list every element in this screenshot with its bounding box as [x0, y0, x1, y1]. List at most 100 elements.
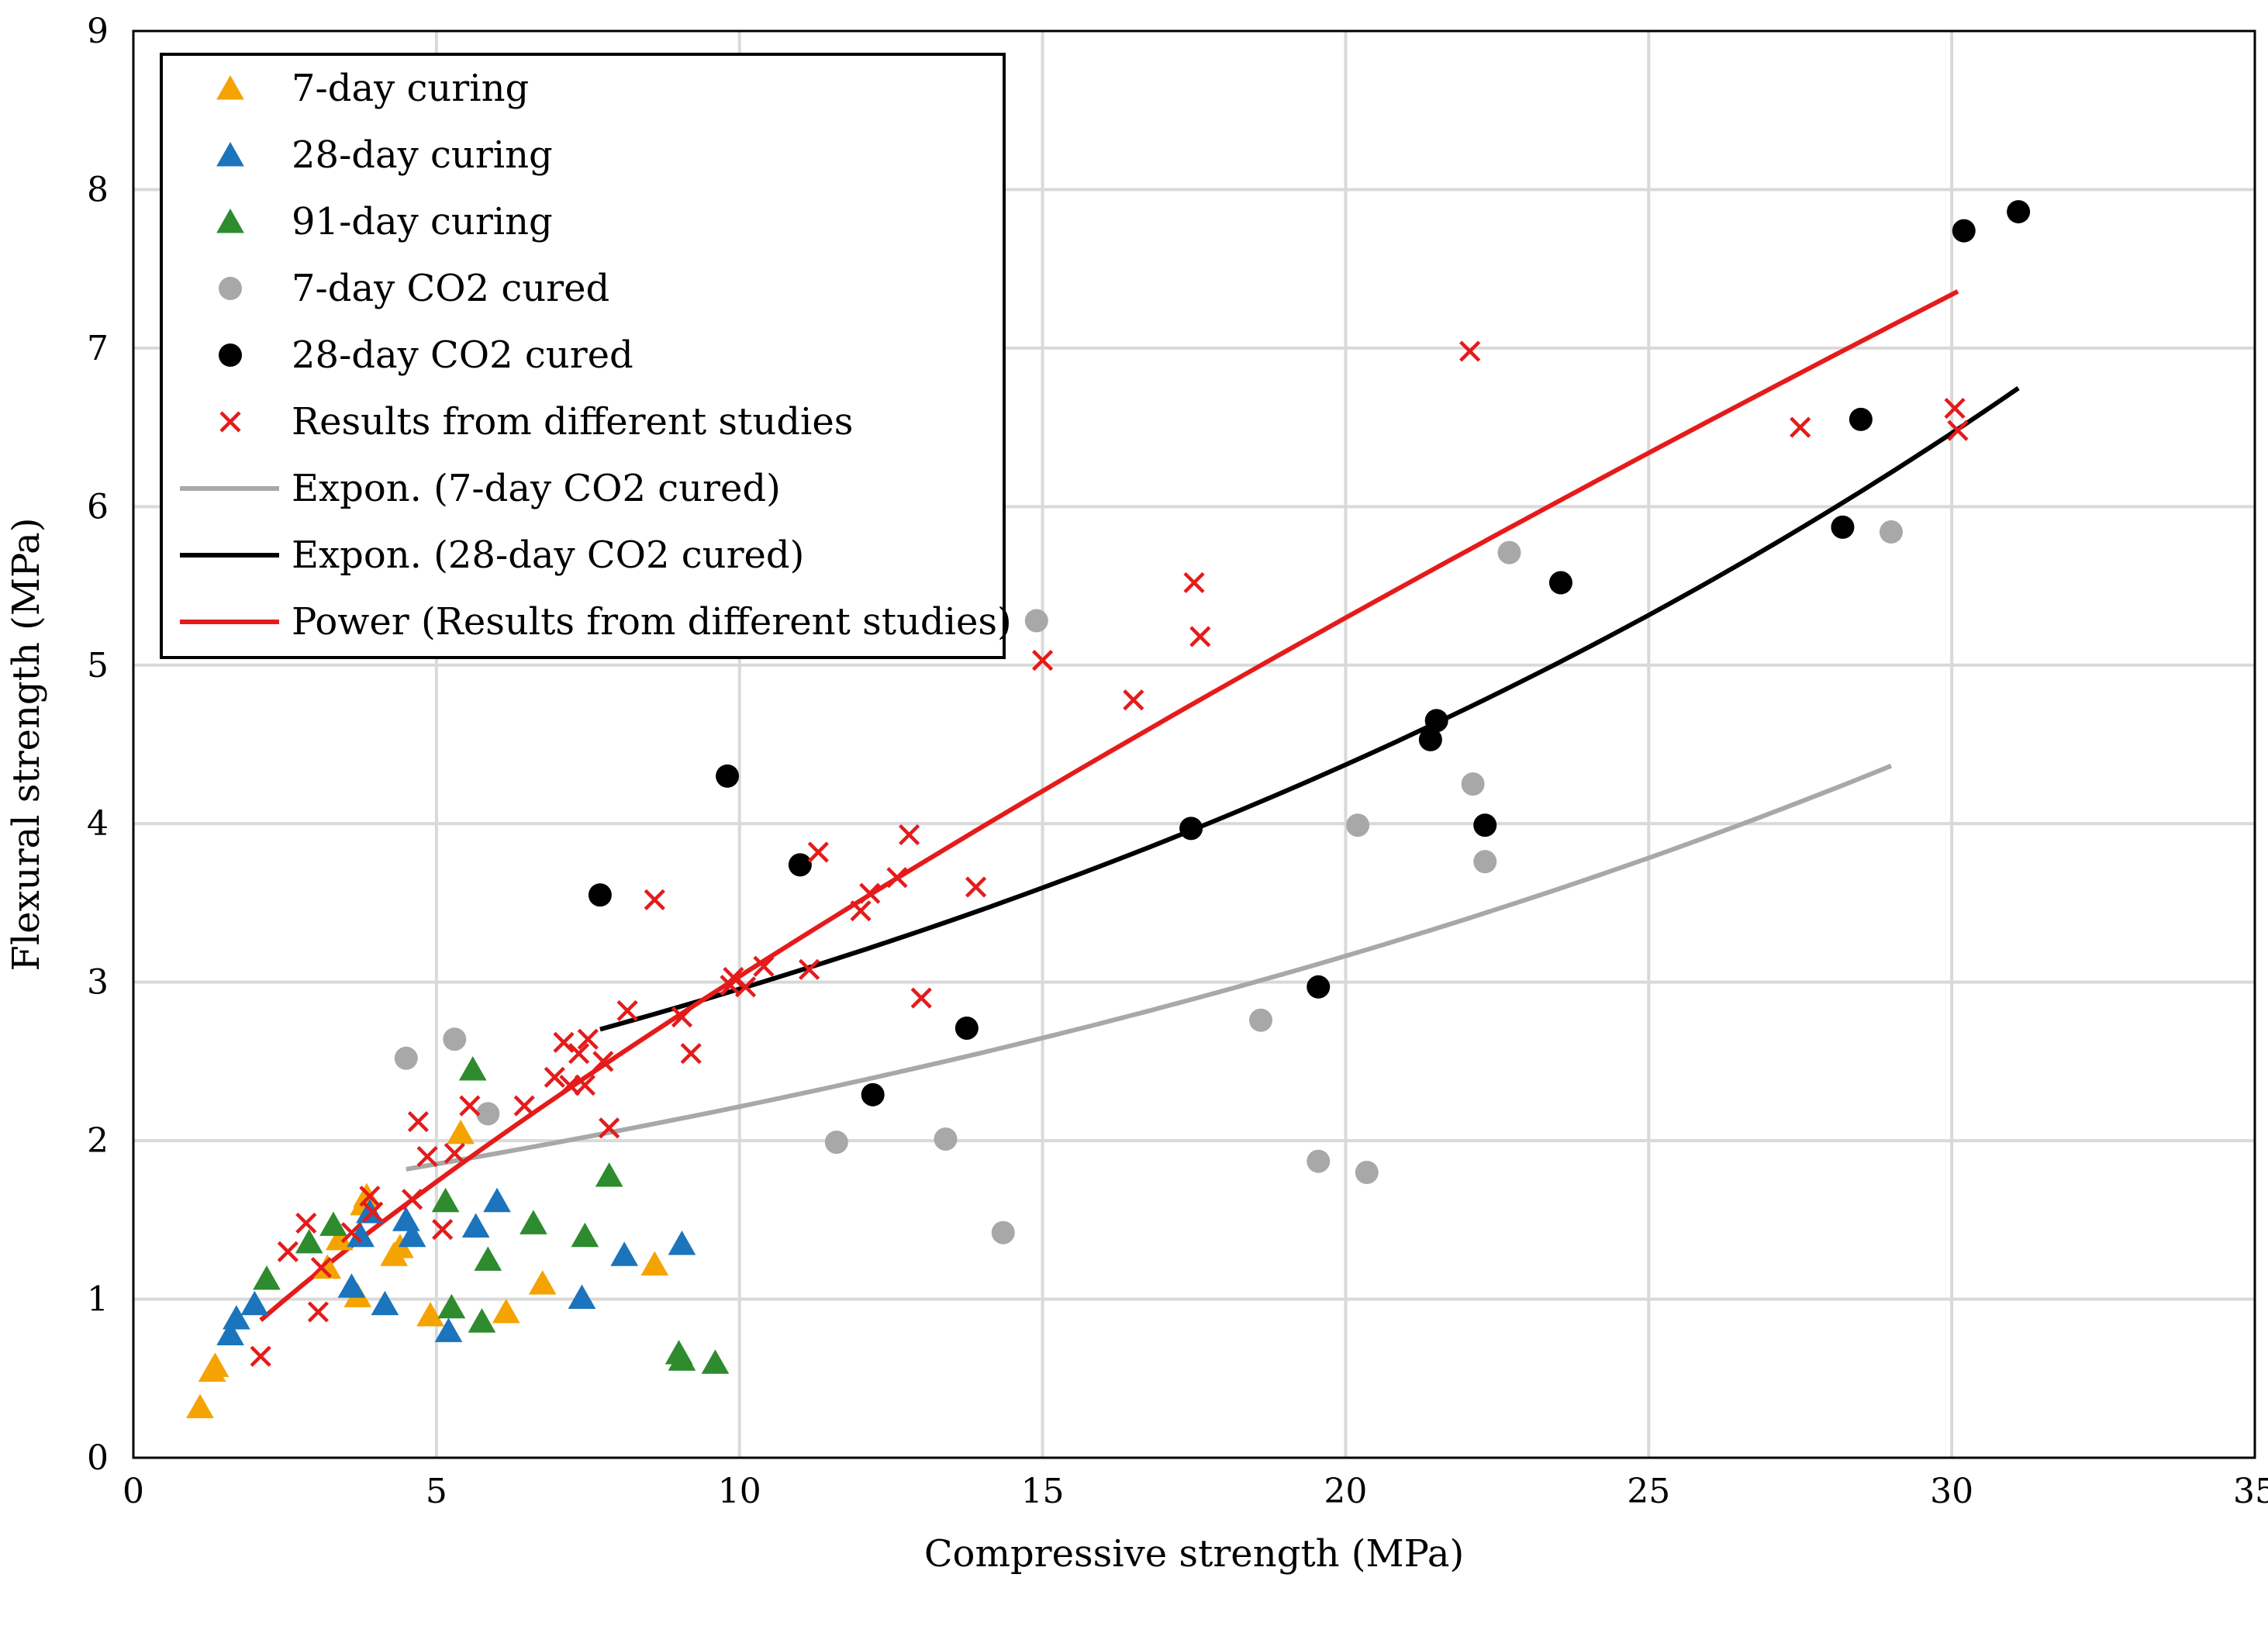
data-point-circle — [1179, 816, 1203, 841]
y-tick-label: 1 — [87, 1280, 109, 1320]
data-point-triangle — [223, 1305, 250, 1330]
data-point-x — [416, 1145, 438, 1168]
data-point-triangle — [568, 1284, 596, 1309]
legend-label: 28-day CO2 cured — [292, 333, 633, 377]
y-tick-label: 7 — [87, 329, 109, 368]
data-point-x — [407, 1110, 429, 1133]
legend-label: Results from different studies — [292, 400, 853, 444]
data-point-circle — [991, 1220, 1015, 1245]
data-point-x — [432, 1219, 454, 1241]
data-point-x — [310, 1257, 332, 1279]
data-point-triangle — [216, 209, 244, 233]
data-point-x — [340, 1222, 363, 1244]
data-point-triangle — [468, 1308, 496, 1333]
data-point-x — [671, 1006, 693, 1028]
data-point-triangle — [371, 1290, 399, 1316]
data-point-x — [362, 1201, 384, 1223]
data-point-triangle — [319, 1211, 347, 1236]
data-point-triangle — [398, 1222, 426, 1248]
data-point-triangle — [492, 1298, 520, 1324]
x-tick-label: 0 — [123, 1472, 144, 1511]
series-group — [250, 340, 1969, 1367]
data-point-x — [965, 876, 987, 898]
data-point-circle — [394, 1046, 418, 1070]
data-point-circle — [861, 1082, 885, 1106]
y-tick-label: 2 — [87, 1121, 109, 1161]
data-point-x — [723, 966, 744, 989]
x-tick-label: 15 — [1021, 1472, 1065, 1511]
data-point-x — [250, 1345, 271, 1367]
data-point-circle — [1879, 520, 1903, 544]
data-point-circle — [1307, 1149, 1331, 1173]
trendline — [259, 289, 1959, 1322]
data-point-x — [1944, 397, 1966, 419]
data-point-x — [553, 1031, 575, 1053]
data-point-triangle — [347, 1222, 375, 1248]
legend-label: Expon. (7-day CO2 cured) — [292, 467, 781, 510]
x-tick-label: 25 — [1627, 1472, 1670, 1511]
legend-label: Power (Results from different studies) — [292, 600, 1012, 644]
x-tick-label: 5 — [426, 1472, 447, 1511]
data-point-triangle — [474, 1246, 502, 1271]
data-markers — [186, 200, 2031, 1419]
series-group — [253, 1056, 730, 1374]
data-point-x — [886, 867, 908, 889]
data-point-x — [444, 1142, 465, 1165]
data-point-x — [753, 955, 775, 977]
data-point-x — [898, 823, 920, 846]
data-point-triangle — [458, 1056, 487, 1081]
x-tick-label: 30 — [1930, 1472, 1973, 1511]
data-point-circle — [1424, 709, 1448, 733]
data-point-x — [568, 1043, 590, 1065]
y-tick-label: 6 — [87, 487, 109, 526]
data-point-circle — [1355, 1161, 1379, 1184]
data-point-triangle — [325, 1225, 354, 1251]
trendline — [599, 386, 2020, 1032]
data-point-triangle — [216, 1320, 244, 1345]
data-point-x — [1790, 416, 1811, 438]
data-point-x — [1031, 650, 1054, 671]
legend-label: 7-day CO2 cured — [292, 267, 609, 310]
data-point-triangle — [483, 1187, 511, 1213]
y-axis-title: Flexural strength (MPa) — [5, 518, 48, 972]
data-point-x — [807, 841, 829, 863]
data-point-x — [401, 1189, 423, 1210]
data-point-x — [599, 1117, 620, 1139]
x-axis-title: Compressive strength (MPa) — [924, 1532, 1464, 1576]
data-point-x — [277, 1241, 299, 1262]
data-point-circle — [1473, 850, 1497, 874]
data-point-triangle — [461, 1213, 490, 1238]
data-point-triangle — [610, 1241, 639, 1266]
y-tick-label: 3 — [87, 963, 109, 1003]
data-point-x — [559, 1074, 581, 1096]
legend-label: 91-day curing — [292, 200, 553, 243]
data-point-triangle — [337, 1273, 366, 1298]
data-point-x — [459, 1095, 481, 1117]
data-point-circle — [1952, 219, 1976, 243]
data-point-x — [359, 1186, 381, 1207]
data-point-triangle — [201, 1352, 230, 1377]
data-point-circle — [476, 1102, 500, 1126]
data-point-x — [295, 1212, 317, 1234]
data-point-x — [734, 976, 757, 998]
data-point-circle — [1831, 515, 1855, 539]
y-tick-label: 0 — [87, 1438, 109, 1478]
data-point-circle — [824, 1131, 848, 1155]
data-point-triangle — [186, 1393, 214, 1419]
data-point-circle — [1849, 407, 1873, 431]
data-point-triangle — [520, 1210, 547, 1234]
data-point-triangle — [253, 1265, 281, 1290]
data-point-triangle — [447, 1119, 475, 1144]
y-tick-label: 8 — [87, 170, 109, 209]
x-tick-label: 10 — [718, 1472, 761, 1511]
data-point-triangle — [416, 1302, 444, 1327]
y-tick-label: 4 — [87, 804, 109, 844]
data-point-x — [616, 999, 638, 1022]
data-point-circle — [219, 343, 242, 367]
data-point-triangle — [216, 142, 244, 167]
series-group — [394, 520, 1903, 1245]
data-point-triangle — [640, 1251, 669, 1276]
legend-label: Expon. (28-day CO2 cured) — [292, 533, 804, 577]
data-point-x — [513, 1095, 535, 1117]
data-point-triangle — [295, 1228, 323, 1254]
